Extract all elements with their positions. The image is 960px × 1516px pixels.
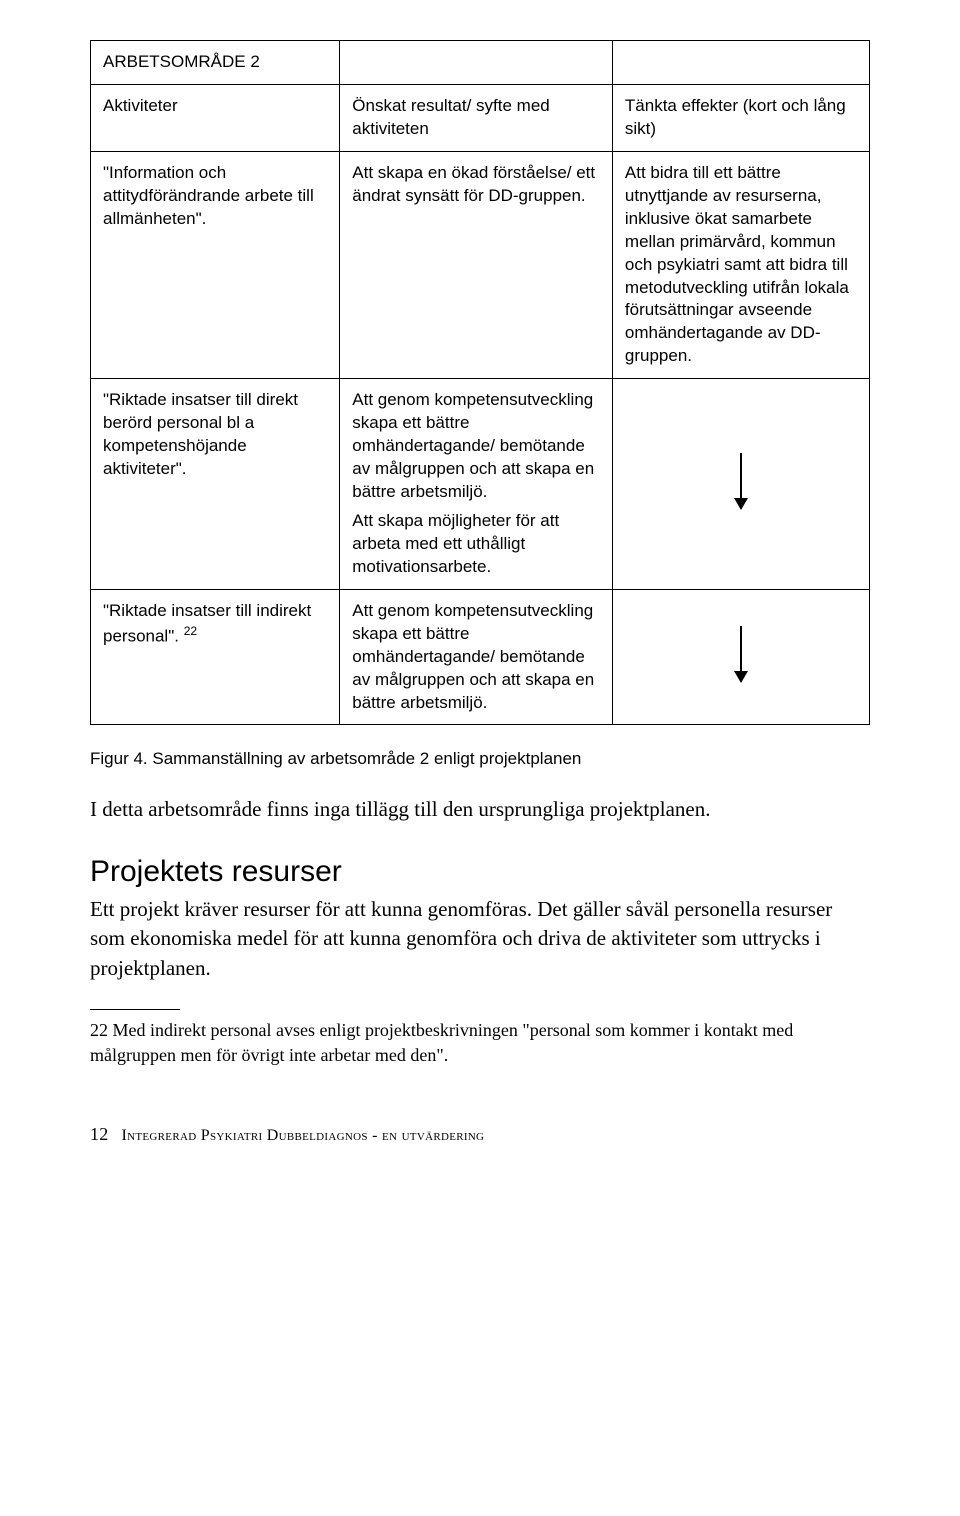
down-arrow-icon xyxy=(740,626,742,681)
section-paragraph: Ett projekt kräver resurser för att kunn… xyxy=(90,895,870,983)
row2-col1: "Riktade insatser till direkt berörd per… xyxy=(91,379,340,590)
table-row: "Riktade insatser till indirekt personal… xyxy=(91,589,870,725)
section-heading: Projektets resurser xyxy=(90,855,870,889)
intro-paragraph: I detta arbetsområde finns inga tillägg … xyxy=(90,795,870,824)
footer-text: Integrerad Psykiatri Dubbeldiagnos - en … xyxy=(122,1127,485,1144)
row2-col2-p1: Att genom kompetensutveckling skapa ett … xyxy=(352,390,594,501)
row3-col1: "Riktade insatser till indirekt personal… xyxy=(91,589,340,725)
row1-col3: Att bidra till ett bättre utnyttjande av… xyxy=(612,151,869,378)
footnote: 22 Med indirekt personal avses enligt pr… xyxy=(90,1018,870,1068)
row2-col2: Att genom kompetensutveckling skapa ett … xyxy=(340,379,613,590)
page-footer: 12 Integrerad Psykiatri Dubbeldiagnos - … xyxy=(90,1124,870,1145)
row3-col1-sup: 22 xyxy=(184,624,197,638)
header-col3: Tänkta effekter (kort och lång sikt) xyxy=(612,84,869,151)
row3-col2: Att genom kompetensutveckling skapa ett … xyxy=(340,589,613,725)
header-col2-empty xyxy=(340,41,613,85)
row1-col2: Att skapa en ökad förståelse/ ett ändrat… xyxy=(340,151,613,378)
table-row: "Riktade insatser till direkt berörd per… xyxy=(91,379,870,590)
header-col3-empty xyxy=(612,41,869,85)
header-col2: Önskat resultat/ syfte med aktiviteten xyxy=(340,84,613,151)
row2-col2-p2: Att skapa möjligheter för att arbeta med… xyxy=(352,511,559,576)
table-title: ARBETSOMRÅDE 2 xyxy=(91,41,340,85)
down-arrow-icon xyxy=(740,453,742,508)
header-col1: Aktiviteter xyxy=(91,84,340,151)
page-number: 12 xyxy=(90,1124,109,1144)
figure-caption: Figur 4. Sammanställning av arbetsområde… xyxy=(90,749,870,769)
row2-col3-arrow xyxy=(612,379,869,590)
work-area-table: ARBETSOMRÅDE 2 Aktiviteter Önskat result… xyxy=(90,40,870,725)
table-row: "Information och attitydförändrande arbe… xyxy=(91,151,870,378)
row3-col1-text: "Riktade insatser till indirekt personal… xyxy=(103,601,311,646)
row1-col1: "Information och attitydförändrande arbe… xyxy=(91,151,340,378)
footnote-divider xyxy=(90,1009,180,1010)
row3-col3-arrow xyxy=(612,589,869,725)
